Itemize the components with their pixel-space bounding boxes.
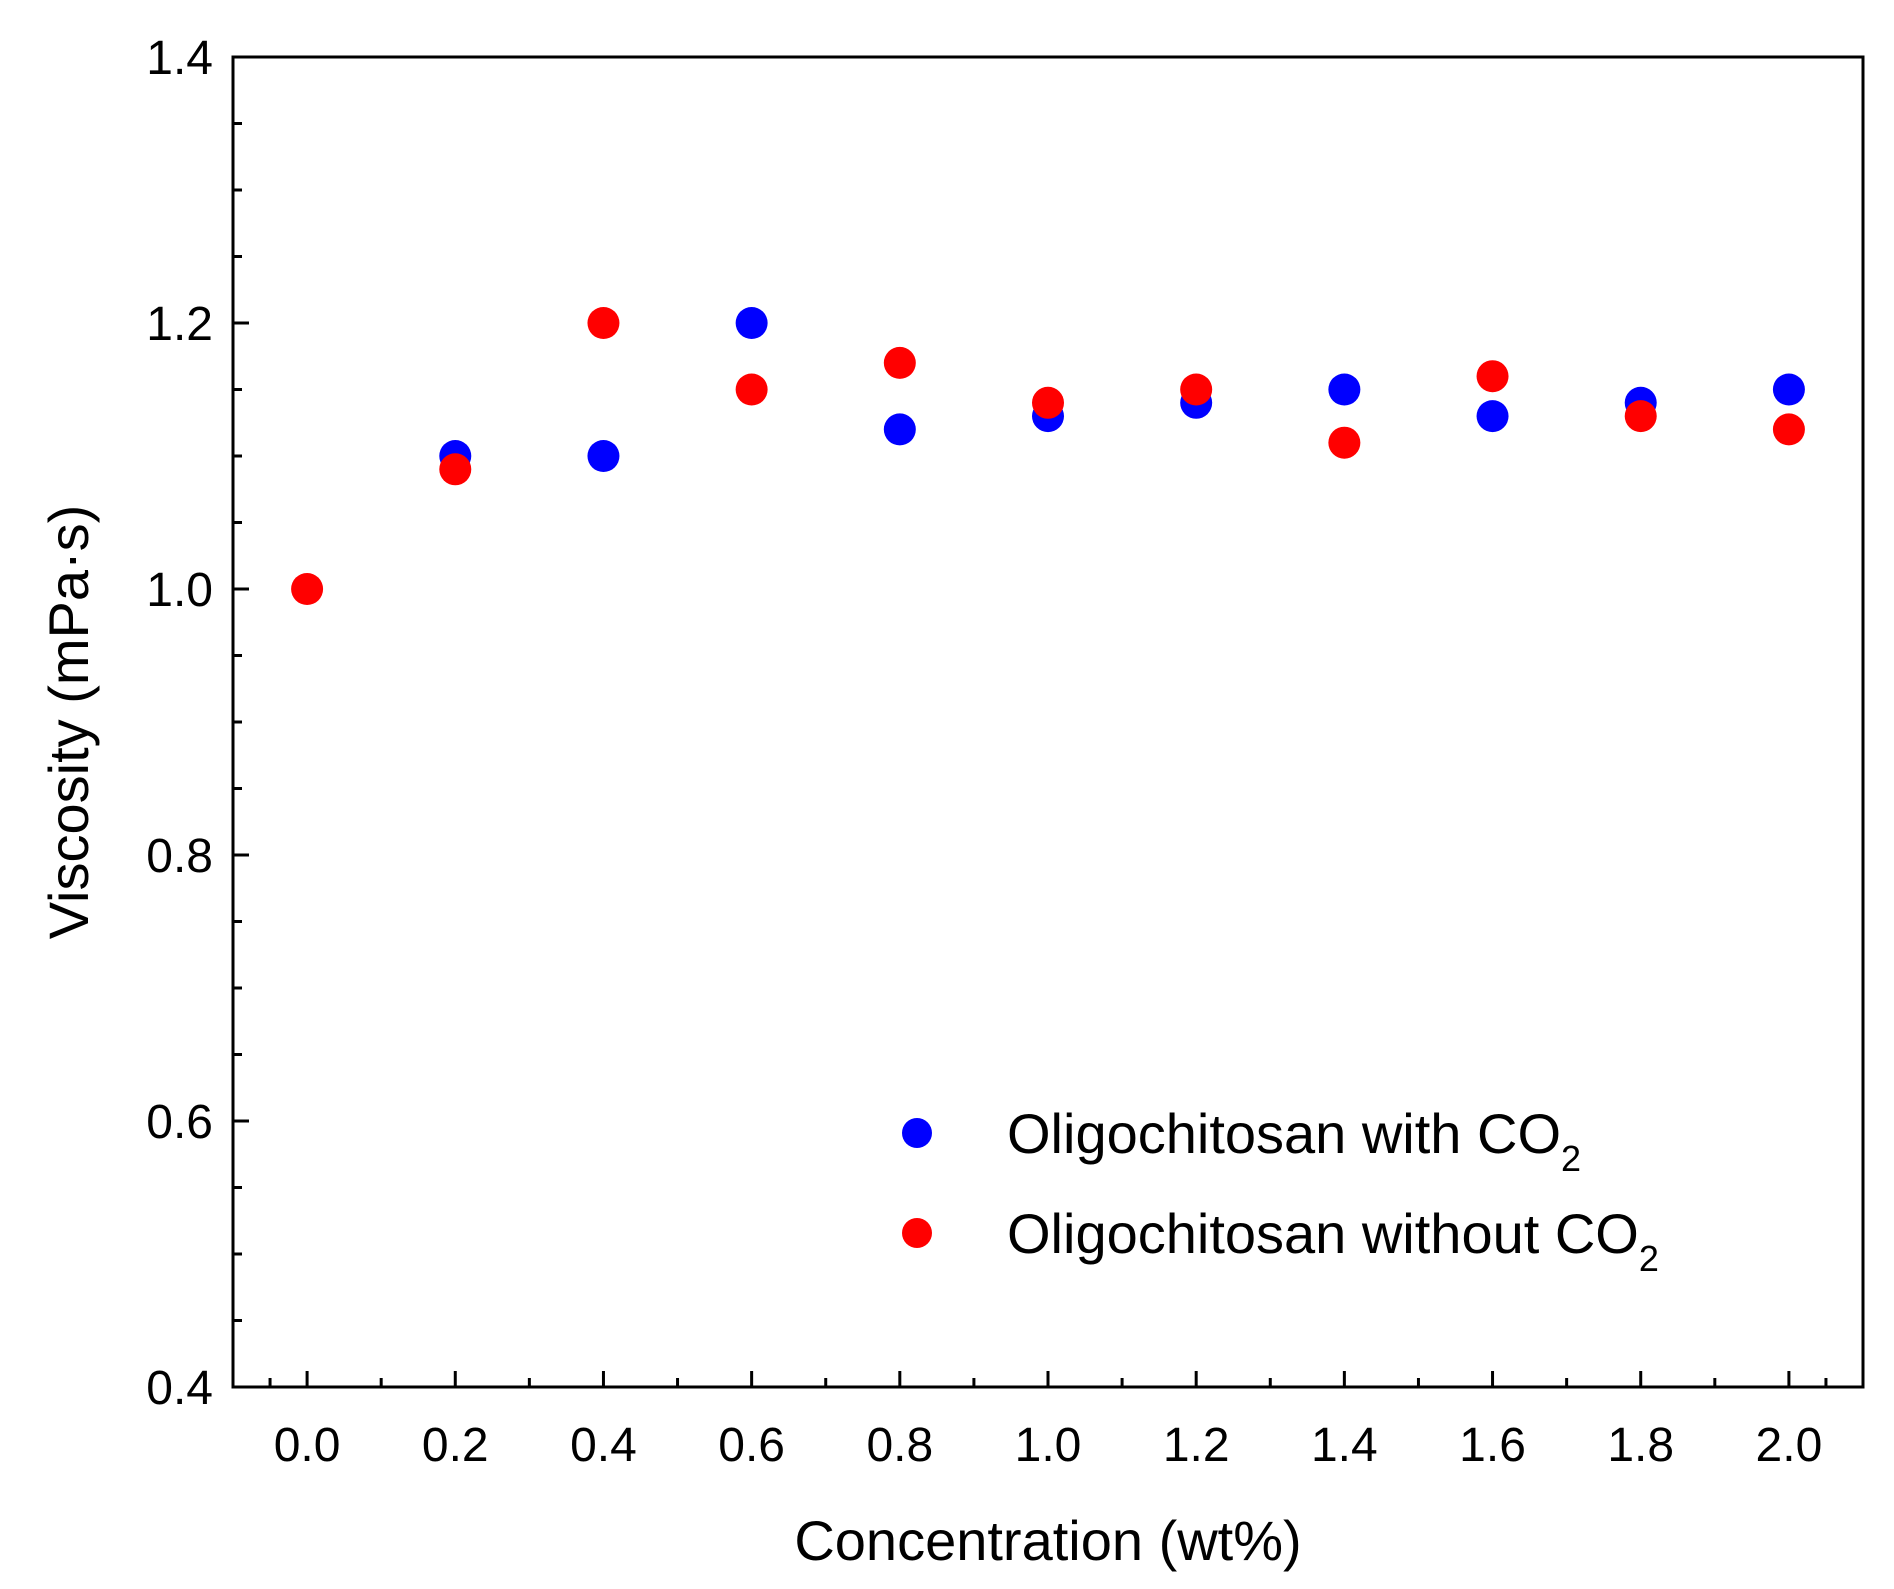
point-without-co2: [1624, 400, 1657, 433]
legend-marker-without-co2: [902, 1218, 932, 1248]
legend-label-without-co2-subscript: 2: [1639, 1238, 1659, 1279]
x-tick-label: 1.0: [1015, 1419, 1082, 1472]
x-tick-label: 1.2: [1163, 1419, 1230, 1472]
legend-label-without-co2-main: Oligochitosan without CO: [1007, 1202, 1639, 1265]
legend-label-with-co2-subscript: 2: [1561, 1138, 1581, 1179]
point-without-co2: [1772, 413, 1805, 446]
x-tick-label: 1.6: [1459, 1419, 1526, 1472]
point-without-co2: [439, 453, 472, 486]
x-tick-label: 1.4: [1311, 1419, 1378, 1472]
point-with-co2: [587, 440, 620, 472]
x-axis-ticks: 0.0 0.2 0.4 0.6 0.8 1.0 1.2 1.4 1.6 1.8 2.0: [268, 1371, 1828, 1472]
x-tick-label: 0.6: [718, 1419, 785, 1472]
point-without-co2: [1032, 386, 1064, 419]
point-without-co2: [1180, 373, 1213, 406]
y-tick-label: 1.4: [146, 32, 213, 85]
data-points: [291, 307, 1805, 605]
point-with-co2: [1772, 373, 1805, 406]
x-tick-label: 0.0: [274, 1419, 341, 1472]
x-axis-title: Concentration (wt%): [794, 1509, 1301, 1572]
y-tick-label: 1.0: [146, 564, 213, 617]
legend: Oligochitosan with CO2 Oligochitosan wit…: [902, 1102, 1659, 1279]
y-tick-label: 0.4: [146, 1362, 213, 1415]
x-tick-label: 1.8: [1607, 1419, 1674, 1472]
point-with-co2: [883, 413, 916, 446]
x-tick-label: 0.4: [570, 1419, 637, 1472]
point-without-co2: [587, 307, 620, 339]
legend-label-with-co2: Oligochitosan with CO2: [1007, 1102, 1581, 1179]
y-tick-label: 0.6: [146, 1096, 213, 1149]
point-with-co2: [735, 307, 768, 339]
y-axis-ticks: 0.4 0.6 0.8 1.0 1.2 1.4: [146, 32, 249, 1415]
y-axis-title: Viscosity (mPa·s): [37, 505, 100, 940]
legend-marker-with-co2: [902, 1118, 932, 1148]
plot-area-frame: [231, 55, 1865, 1389]
y-tick-label: 0.8: [146, 830, 213, 883]
point-without-co2: [883, 346, 916, 379]
point-with-co2: [1476, 400, 1509, 433]
point-without-co2: [1328, 426, 1361, 459]
x-tick-label: 2.0: [1756, 1419, 1823, 1472]
point-without-co2: [735, 373, 768, 406]
point-with-co2: [1328, 373, 1361, 406]
point-without-co2: [291, 573, 324, 605]
point-without-co2: [1476, 360, 1509, 393]
x-tick-label: 0.8: [866, 1419, 933, 1472]
legend-label-with-co2-main: Oligochitosan with CO: [1007, 1102, 1561, 1165]
legend-label-without-co2: Oligochitosan without CO2: [1007, 1202, 1659, 1279]
y-tick-label: 1.2: [146, 298, 213, 351]
x-tick-label: 0.2: [422, 1419, 489, 1472]
